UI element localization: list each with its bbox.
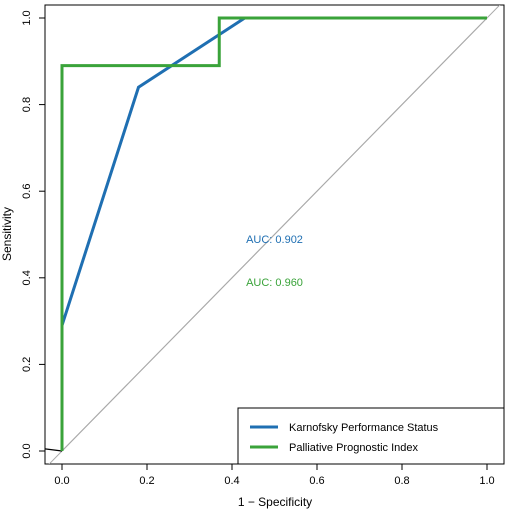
plot-area bbox=[45, 5, 501, 464]
x-tick-label: 0.4 bbox=[224, 475, 239, 487]
x-tick-label: 0.0 bbox=[54, 475, 69, 487]
x-axis-label: 1 − Specificity bbox=[238, 495, 312, 509]
legend-label: Palliative Prognostic Index bbox=[289, 442, 419, 454]
auc-label: AUC: 0.960 bbox=[246, 277, 303, 289]
legend: Karnofsky Performance Status Palliative P… bbox=[237, 407, 505, 465]
y-tick-label: 0.2 bbox=[21, 357, 33, 372]
legend-box bbox=[237, 407, 505, 465]
x-tick-label: 0.8 bbox=[394, 475, 409, 487]
y-tick-label: 0.4 bbox=[21, 270, 33, 285]
legend-label: Karnofsky Performance Status bbox=[289, 422, 439, 434]
x-tick-label: 1.0 bbox=[479, 475, 494, 487]
origin-segment bbox=[45, 448, 63, 452]
auc-labels: AUC: 0.902 AUC: 0.960 bbox=[246, 234, 303, 289]
auc-label: AUC: 0.902 bbox=[246, 234, 303, 246]
x-axis: 0.0 0.2 0.4 0.6 0.8 1.0 bbox=[54, 464, 495, 487]
x-tick-label: 0.2 bbox=[139, 475, 154, 487]
reference-diagonal-extension bbox=[48, 5, 501, 464]
y-tick-label: 0.6 bbox=[21, 184, 33, 199]
y-axis: 0.0 0.2 0.4 0.6 0.8 1.0 bbox=[21, 10, 45, 459]
y-axis-label: Sensitivity bbox=[0, 207, 14, 261]
series-line-ppi bbox=[60, 16, 487, 452]
y-tick-label: 0.0 bbox=[21, 443, 33, 458]
y-tick-label: 0.8 bbox=[21, 97, 33, 112]
x-tick-label: 0.6 bbox=[309, 475, 324, 487]
y-tick-label: 1.0 bbox=[21, 10, 33, 25]
